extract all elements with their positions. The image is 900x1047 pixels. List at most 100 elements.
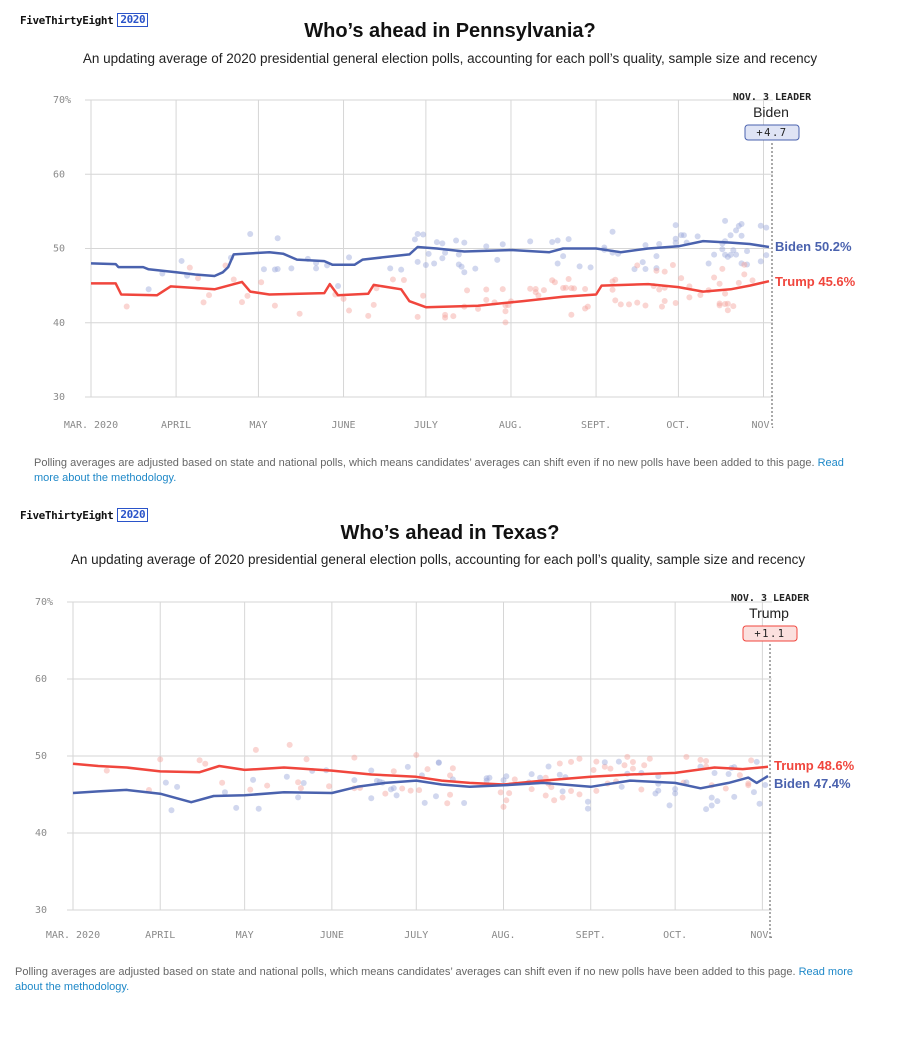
series-line-biden [90, 239, 770, 278]
poll-dot [680, 232, 687, 239]
poll-dot [431, 260, 438, 267]
leader-margin-box [744, 124, 800, 141]
poll-dot [762, 781, 769, 788]
x-tick-label: NOV. [750, 930, 774, 941]
poll-dot [202, 760, 209, 767]
poll-dot [763, 224, 770, 231]
poll-dot [642, 265, 649, 272]
poll-dot [593, 758, 600, 765]
poll-dot [500, 803, 507, 810]
poll-dot [206, 292, 213, 299]
poll-dot [303, 756, 310, 763]
poll-dot [421, 799, 428, 806]
poll-dot [584, 798, 591, 805]
poll-dot [722, 300, 729, 307]
poll-dot [568, 787, 575, 794]
poll-dot [455, 261, 462, 268]
poll-dot [444, 800, 451, 807]
poll-dot [442, 249, 449, 256]
chart-title: Who’s ahead in Pennsylvania? [304, 20, 596, 42]
poll-dot [382, 790, 389, 797]
brand-name: FiveThirtyEight [20, 13, 114, 27]
poll-dot [562, 284, 569, 291]
poll-dot [502, 319, 509, 326]
poll-dot [716, 300, 723, 307]
poll-dot [749, 277, 756, 284]
poll-dot [271, 266, 278, 273]
poll-dot [741, 271, 748, 278]
series-line-biden [72, 774, 769, 804]
poll-dot [390, 768, 397, 775]
poll-dot [711, 274, 718, 281]
poll-dot [607, 765, 614, 772]
poll-dot [724, 307, 731, 314]
brand-logo: FiveThirtyEight 2020 [20, 508, 149, 522]
end-label-trump: Trump 45.6% [775, 274, 856, 289]
poll-dot [549, 277, 556, 284]
x-tick-label: MAR. 2020 [46, 930, 100, 941]
poll-dot [264, 782, 271, 789]
y-tick-label: 40 [53, 318, 65, 329]
poll-dot [540, 287, 547, 294]
end-label-trump: Trump 48.6% [774, 758, 855, 773]
poll-dot [745, 780, 752, 787]
y-tick-label: 60 [35, 674, 47, 685]
poll-dot [582, 286, 589, 293]
y-tick-label: 40 [35, 828, 47, 839]
poll-dot [722, 251, 729, 258]
poll-dot [527, 238, 534, 245]
poll-dot [288, 265, 295, 272]
poll-dot [400, 276, 407, 283]
y-tick-label: 30 [35, 905, 47, 916]
poll-dot [247, 230, 254, 237]
poll-dot [271, 302, 278, 309]
poll-dot [458, 263, 465, 270]
poll-dot [393, 792, 400, 799]
x-tick-label: APRIL [161, 420, 191, 431]
poll-dot [422, 262, 429, 269]
series-line-trump [91, 279, 770, 309]
poll-dot [195, 275, 202, 282]
poll-dot [244, 292, 251, 299]
pennsylvania-panel: FiveThirtyEight 2020 Who’s ahead in Penn… [0, 0, 900, 495]
poll-dot [295, 794, 302, 801]
poll-dot [618, 783, 625, 790]
poll-dot [461, 269, 468, 276]
poll-dot [722, 290, 729, 297]
poll-dot [615, 758, 622, 765]
poll-dot [497, 789, 504, 796]
poll-dot [196, 757, 203, 764]
poll-dot [727, 251, 734, 258]
x-tick-label: JUNE [320, 930, 344, 941]
poll-dot [658, 303, 665, 310]
leader-name: Trump [749, 605, 789, 621]
poll-dot [646, 755, 653, 762]
poll-dot [582, 305, 589, 312]
poll-dot [439, 240, 446, 247]
poll-dot [617, 301, 624, 308]
methodology-link[interactable]: Read more about the methodology. [15, 966, 853, 993]
poll-dot [642, 302, 649, 309]
methodology-link[interactable]: Read more about the methodology. [34, 457, 844, 484]
poll-dot [283, 773, 290, 780]
poll-dot [398, 266, 405, 273]
poll-dot [559, 788, 566, 795]
poll-dot [745, 782, 752, 789]
poll-dot [103, 767, 110, 774]
poll-dot [576, 755, 583, 762]
y-tick-label: 30 [53, 392, 65, 403]
poll-dot [475, 305, 482, 312]
x-tick-label: OCT. [666, 420, 690, 431]
x-tick-label: MAY [236, 930, 254, 941]
poll-dot [666, 802, 673, 809]
poll-dot [756, 800, 763, 807]
poll-dot [694, 233, 701, 240]
poll-dot [727, 232, 734, 239]
poll-dot [351, 754, 358, 761]
poll-dot [370, 301, 377, 308]
poll-dot [447, 791, 454, 798]
poll-dot [716, 302, 723, 309]
poll-dot [736, 772, 743, 779]
poll-dot [411, 236, 418, 243]
poll-dot [735, 279, 742, 286]
